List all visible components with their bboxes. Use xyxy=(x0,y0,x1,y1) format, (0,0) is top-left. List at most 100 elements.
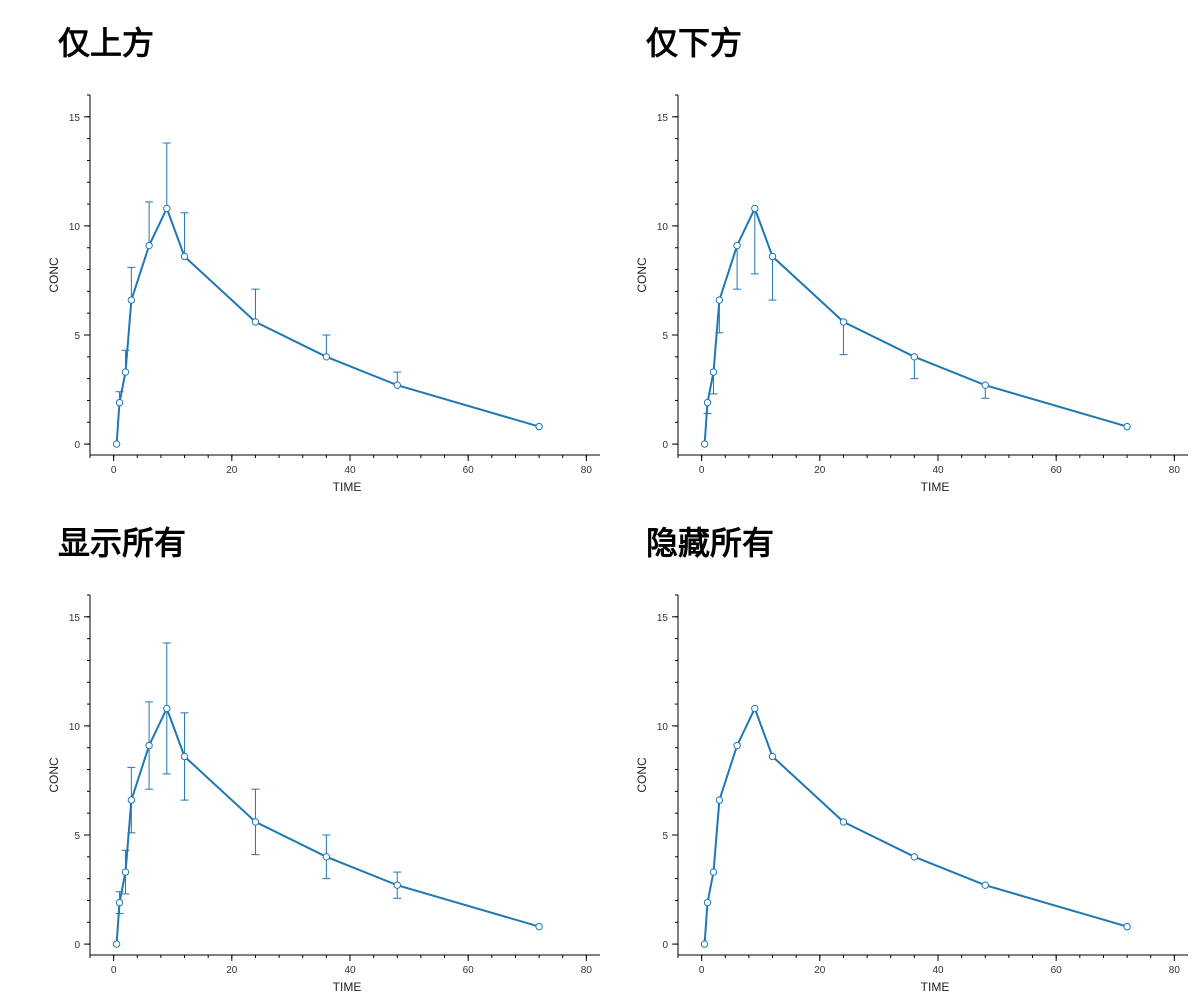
data-point xyxy=(535,922,543,931)
series-line xyxy=(115,205,540,445)
x-tick-label: 40 xyxy=(932,965,944,976)
data-point xyxy=(535,422,543,431)
y-axis-label: CONC xyxy=(635,257,649,293)
chart-plot: 0 20 40 60 80 0 5 10 15 TIME CONC xyxy=(47,594,600,994)
data-point xyxy=(839,318,848,326)
data-point xyxy=(1123,422,1131,431)
x-axis-label: TIME xyxy=(921,980,950,994)
x-tick-label: 0 xyxy=(111,965,117,976)
y-axis-label: CONC xyxy=(47,257,61,293)
data-point xyxy=(733,741,741,750)
x-tick-label: 20 xyxy=(814,965,826,976)
x-tick-label: 80 xyxy=(581,965,593,976)
data-point xyxy=(700,940,709,948)
x-axis-label: TIME xyxy=(921,480,950,494)
x-tick-label: 20 xyxy=(814,465,826,476)
y-tick-label: 5 xyxy=(662,831,668,842)
y-tick-label: 10 xyxy=(657,722,669,733)
data-point xyxy=(121,868,130,876)
y-tick-label: 10 xyxy=(657,222,669,233)
data-point xyxy=(715,296,724,304)
y-axis-label: CONC xyxy=(47,757,61,793)
y-tick-label: 0 xyxy=(662,440,668,451)
y-tick-label: 15 xyxy=(69,613,81,624)
x-tick-label: 0 xyxy=(111,465,117,476)
x-tick-label: 60 xyxy=(463,965,475,976)
x-tick-label: 20 xyxy=(226,465,238,476)
chart-title: 隐藏所有 xyxy=(646,524,775,562)
y-tick-label: 5 xyxy=(662,331,668,342)
data-point xyxy=(709,868,718,876)
data-point xyxy=(910,853,919,861)
y-tick-label: 5 xyxy=(74,831,80,842)
data-point xyxy=(112,940,121,948)
data-point xyxy=(910,353,919,361)
chart-title: 显示所有 xyxy=(58,524,187,562)
data-point xyxy=(768,252,777,261)
chart-plot: 0 20 40 60 80 0 5 10 15 TIME CONC xyxy=(47,94,600,494)
data-point xyxy=(251,818,260,826)
x-tick-label: 40 xyxy=(344,965,356,976)
data-point xyxy=(768,752,777,761)
x-axis-label: TIME xyxy=(333,980,362,994)
data-point xyxy=(251,318,260,326)
y-tick-label: 0 xyxy=(74,940,80,951)
data-point xyxy=(393,381,401,389)
x-tick-label: 60 xyxy=(1051,965,1063,976)
x-tick-label: 20 xyxy=(226,965,238,976)
data-point xyxy=(115,898,124,907)
data-point xyxy=(112,440,121,448)
x-tick-label: 80 xyxy=(581,465,593,476)
data-point xyxy=(145,741,153,750)
data-point xyxy=(700,440,709,448)
data-point xyxy=(715,796,724,804)
y-tick-label: 5 xyxy=(74,331,80,342)
data-point xyxy=(751,204,759,213)
y-tick-label: 10 xyxy=(69,222,81,233)
chart-panel-bottom-left: 显示所有 0 20 40 60 80 0 5 10 15 TIME CONC xyxy=(0,500,600,1000)
data-point xyxy=(393,881,401,889)
data-point xyxy=(180,252,189,261)
chart-title: 仅下方 xyxy=(646,24,743,62)
series-line xyxy=(703,705,1128,945)
x-tick-label: 60 xyxy=(463,465,475,476)
x-tick-label: 80 xyxy=(1169,465,1181,476)
y-tick-label: 15 xyxy=(69,113,81,124)
chart-panel-bottom-right: 隐藏所有 0 20 40 60 80 0 5 10 15 TIME CONC xyxy=(588,500,1188,1000)
data-point xyxy=(127,796,136,804)
data-point xyxy=(145,241,153,250)
y-axis-label: CONC xyxy=(635,757,649,793)
y-tick-label: 0 xyxy=(662,940,668,951)
y-tick-label: 15 xyxy=(657,113,669,124)
data-point xyxy=(121,368,130,376)
data-point xyxy=(163,204,171,213)
y-tick-label: 10 xyxy=(69,722,81,733)
data-point xyxy=(703,898,712,907)
data-point xyxy=(163,704,171,713)
data-point xyxy=(733,241,741,250)
series-line xyxy=(703,205,1128,445)
data-point xyxy=(751,704,759,713)
data-point xyxy=(322,353,331,361)
chart-plot: 0 20 40 60 80 0 5 10 15 TIME CONC xyxy=(635,594,1188,994)
x-axis-label: TIME xyxy=(333,480,362,494)
x-tick-label: 40 xyxy=(344,465,356,476)
chart-title: 仅上方 xyxy=(58,24,155,62)
series-line xyxy=(115,705,540,945)
data-point xyxy=(127,296,136,304)
x-tick-label: 80 xyxy=(1169,965,1181,976)
data-point xyxy=(981,381,989,389)
x-tick-label: 40 xyxy=(932,465,944,476)
x-tick-label: 0 xyxy=(699,965,705,976)
x-tick-label: 0 xyxy=(699,465,705,476)
chart-plot: 0 20 40 60 80 0 5 10 15 TIME CONC xyxy=(635,94,1188,494)
y-tick-label: 0 xyxy=(74,440,80,451)
data-point xyxy=(839,818,848,826)
data-point xyxy=(322,853,331,861)
data-point xyxy=(115,398,124,407)
data-point xyxy=(180,752,189,761)
x-tick-label: 60 xyxy=(1051,465,1063,476)
y-tick-label: 15 xyxy=(657,613,669,624)
data-point xyxy=(1123,922,1131,931)
data-point xyxy=(709,368,718,376)
